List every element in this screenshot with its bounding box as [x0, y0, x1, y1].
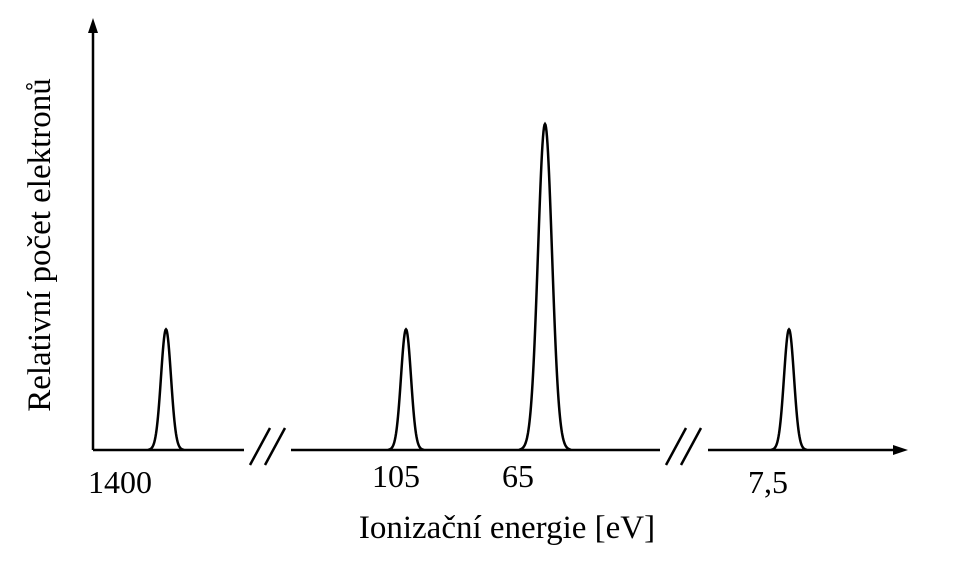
peaks-layer: [147, 121, 808, 452]
tick-label-65: 65: [502, 458, 534, 494]
axes: [88, 18, 908, 466]
tick-labels: 1400 105 65 7,5: [88, 458, 788, 500]
axis-break-1: [248, 427, 287, 466]
tick-label-7-5: 7,5: [748, 464, 788, 500]
peak-7-5: [770, 327, 808, 452]
y-axis-arrow: [88, 18, 98, 33]
x-axis-arrow: [893, 445, 908, 455]
tick-label-1400: 1400: [88, 464, 152, 500]
peak-1400: [147, 327, 185, 452]
tick-label-105: 105: [372, 458, 420, 494]
axis-break-2: [664, 427, 703, 466]
peak-65: [518, 121, 572, 451]
peak-105: [387, 327, 425, 452]
y-axis-title: Relativní počet elektronů: [22, 78, 58, 412]
x-axis-title: Ionizační energie [eV]: [359, 510, 655, 546]
